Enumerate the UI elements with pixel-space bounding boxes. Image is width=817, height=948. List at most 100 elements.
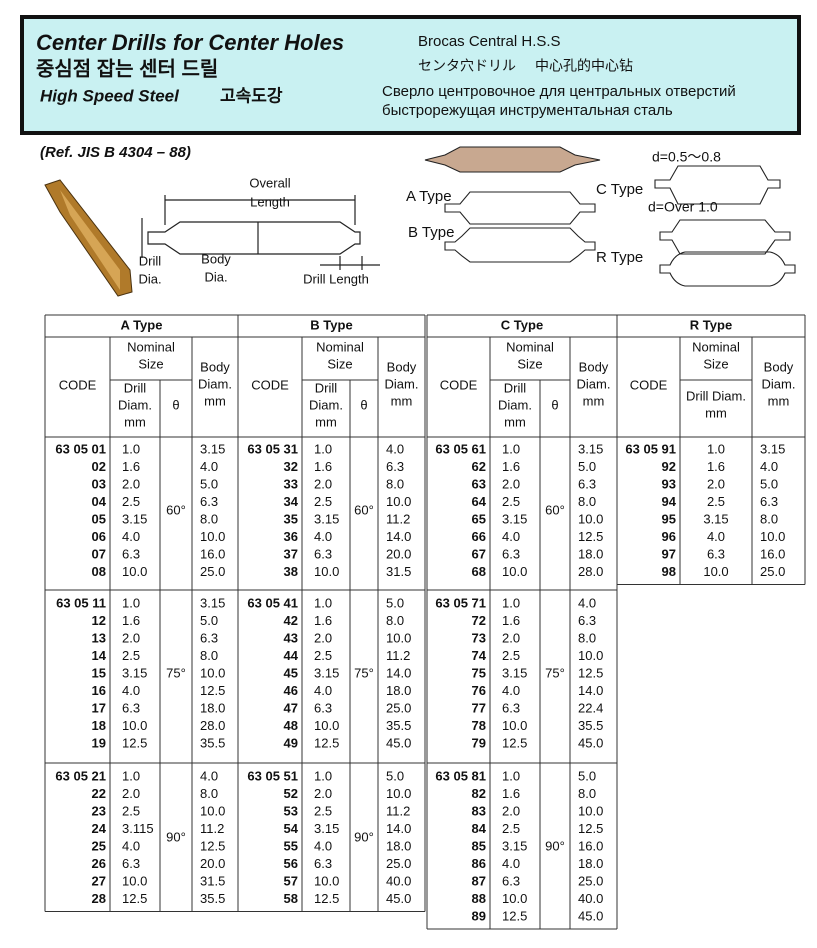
body-diam: 12.5: [578, 821, 603, 836]
body-diam: 12.5: [200, 838, 225, 853]
drill-diam: 2.0: [122, 630, 140, 645]
header-body: Body: [579, 359, 609, 374]
drill-diam: 4.0: [502, 856, 520, 871]
code: 95: [662, 511, 676, 526]
header-drill: Drill: [504, 380, 526, 395]
body-diam: 40.0: [578, 891, 603, 906]
drill-diam: 2.5: [502, 648, 520, 663]
code: 98: [662, 564, 676, 579]
header-theta: θ: [172, 397, 179, 412]
code: 63 05 61: [435, 441, 486, 456]
body-diam: 25.0: [386, 856, 411, 871]
title-spanish: Brocas Central H.S.S: [418, 33, 561, 50]
code: 84: [472, 821, 487, 836]
label-overall-length: Length: [250, 194, 290, 209]
drill-diam: 12.5: [502, 908, 527, 923]
drill-diam: 12.5: [314, 735, 339, 750]
drill-diam: 10.0: [314, 718, 339, 733]
body-diam: 6.3: [386, 459, 404, 474]
code: 17: [92, 700, 106, 715]
drill-diam: 2.5: [122, 494, 140, 509]
code: 63: [472, 476, 486, 491]
code: 72: [472, 613, 486, 628]
label-c-large: d=Over 1.0: [648, 199, 718, 215]
body-diam: 4.0: [386, 441, 404, 456]
code: 57: [284, 873, 298, 888]
code: 63 05 41: [247, 595, 298, 610]
header-body: mm: [391, 393, 413, 408]
code: 27: [92, 873, 106, 888]
code: 04: [92, 494, 107, 509]
body-diam: 5.0: [578, 768, 596, 783]
drill-diam: 1.6: [502, 459, 520, 474]
code: 08: [92, 564, 106, 579]
drill-diam: 2.0: [502, 803, 520, 818]
code: 28: [92, 891, 106, 906]
drill-diam: 10.0: [122, 718, 147, 733]
header-nominal: Size: [517, 356, 542, 371]
drill-diam: 3.15: [122, 511, 147, 526]
drill-diam: 2.5: [502, 494, 520, 509]
code: 73: [472, 630, 486, 645]
drill-diam: 1.6: [502, 613, 520, 628]
code: 78: [472, 718, 486, 733]
body-diam: 16.0: [578, 838, 603, 853]
type-title: R Type: [690, 317, 732, 332]
drill-diam: 10.0: [314, 564, 339, 579]
title-russian: быстрорежущая инструментальная сталь: [382, 102, 673, 119]
header-drill: Diam.: [309, 397, 343, 412]
body-diam: 3.15: [760, 441, 785, 456]
code: 66: [472, 529, 486, 544]
code: 49: [284, 735, 298, 750]
code: 87: [472, 873, 486, 888]
code: 22: [92, 786, 106, 801]
body-diam: 45.0: [578, 908, 603, 923]
code: 74: [472, 648, 487, 663]
body-diam: 8.0: [578, 786, 596, 801]
code: 13: [92, 630, 106, 645]
title-chinese: 中心孔的中心钻: [535, 58, 633, 74]
body-diam: 45.0: [386, 735, 411, 750]
angle: 90°: [354, 830, 374, 845]
drill-diam: 10.0: [703, 564, 728, 579]
drill-diam: 6.3: [314, 700, 332, 715]
body-diam: 16.0: [760, 546, 785, 561]
body-diam: 6.3: [200, 494, 218, 509]
body-diam: 6.3: [760, 494, 778, 509]
body-diam: 12.5: [578, 665, 603, 680]
drill-diam: 6.3: [314, 546, 332, 561]
body-diam: 8.0: [386, 613, 404, 628]
drill-diam: 1.6: [122, 459, 140, 474]
code: 15: [92, 665, 106, 680]
header-body: mm: [583, 393, 605, 408]
header-nominal: Size: [138, 356, 163, 371]
drill-diam: 4.0: [314, 683, 332, 698]
drill-diam: 10.0: [502, 718, 527, 733]
angle: 75°: [354, 665, 374, 680]
body-diam: 5.0: [386, 768, 404, 783]
code: 33: [284, 476, 298, 491]
drill-diam: 2.5: [502, 821, 520, 836]
drill-diam: 3.15: [502, 838, 527, 853]
body-diam: 10.0: [200, 665, 225, 680]
header-drill: mm: [705, 405, 727, 420]
body-diam: 4.0: [200, 459, 218, 474]
code: 47: [284, 700, 298, 715]
body-diam: 25.0: [200, 564, 225, 579]
body-diam: 18.0: [578, 546, 603, 561]
drill-diam: 2.0: [707, 476, 725, 491]
header-drill: Drill: [124, 380, 146, 395]
drill-diam: 2.0: [122, 786, 140, 801]
body-diam: 6.3: [578, 613, 596, 628]
header-drill: Diam.: [118, 397, 152, 412]
body-diam: 8.0: [578, 630, 596, 645]
drill-diam: 12.5: [122, 891, 147, 906]
label-r-type: R Type: [596, 249, 643, 266]
label-overall-length: Overall: [249, 175, 290, 190]
header-nominal: Nominal: [692, 339, 740, 354]
body-diam: 8.0: [386, 476, 404, 491]
body-diam: 40.0: [386, 873, 411, 888]
code: 43: [284, 630, 298, 645]
header-theta: θ: [360, 397, 367, 412]
